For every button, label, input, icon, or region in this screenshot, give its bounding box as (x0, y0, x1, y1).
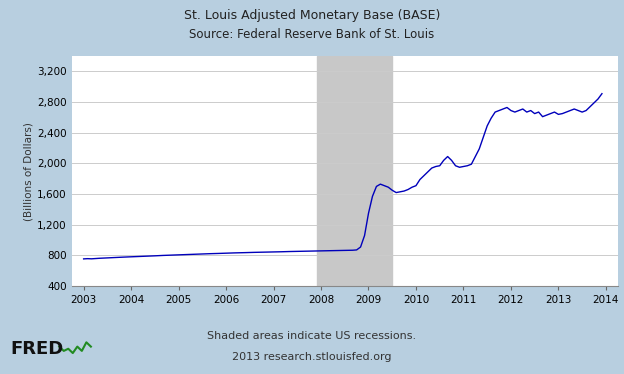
Bar (317, 56, 392, 286)
Y-axis label: (Billions of Dollars): (Billions of Dollars) (23, 122, 33, 221)
Text: Source: Federal Reserve Bank of St. Louis: Source: Federal Reserve Bank of St. Loui… (189, 28, 435, 41)
Text: St. Louis Adjusted Monetary Base (BASE): St. Louis Adjusted Monetary Base (BASE) (184, 9, 440, 22)
Text: FRED: FRED (11, 340, 64, 358)
Text: Shaded areas indicate US recessions.: Shaded areas indicate US recessions. (207, 331, 417, 341)
Text: 2013 research.stlouisfed.org: 2013 research.stlouisfed.org (232, 352, 392, 362)
